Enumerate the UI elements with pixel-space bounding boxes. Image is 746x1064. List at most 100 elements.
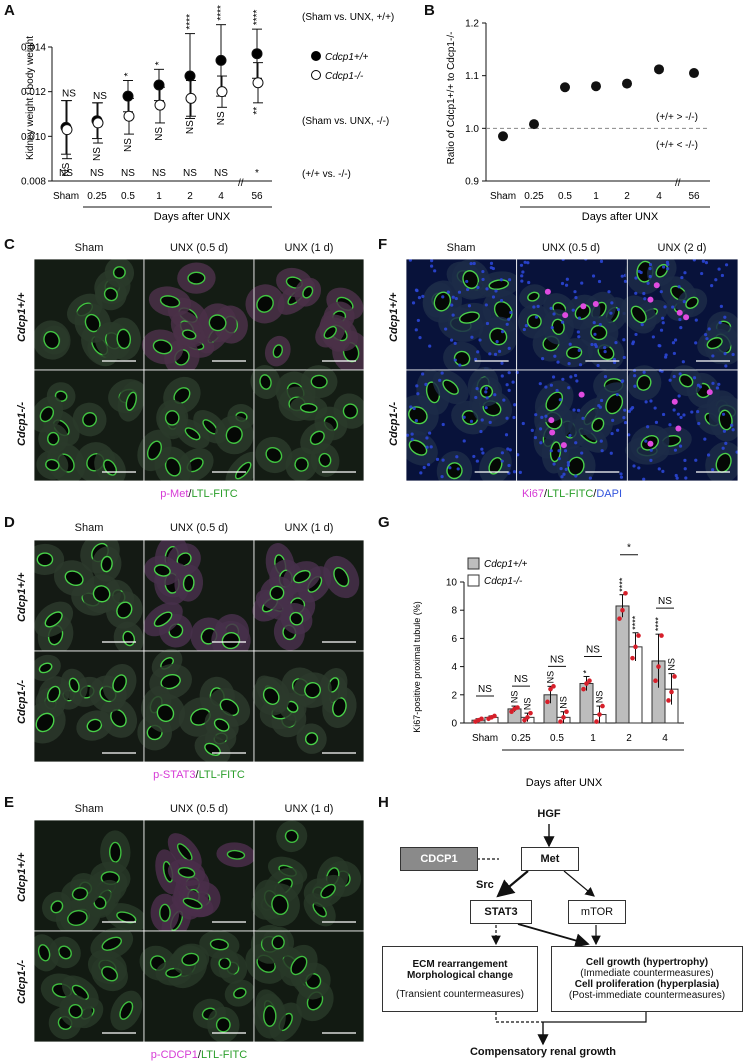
chart-a-sig-bottom: NS bbox=[152, 168, 166, 179]
nucleus bbox=[430, 259, 434, 263]
nucleus bbox=[549, 306, 553, 310]
ki67-nucleus bbox=[675, 425, 682, 432]
micrograph-tile-border bbox=[253, 650, 364, 762]
chart-a-point bbox=[215, 54, 227, 66]
tubule-lumen bbox=[116, 328, 132, 350]
nucleus bbox=[567, 386, 571, 390]
nucleus bbox=[684, 476, 688, 480]
chart-a-sig-mid: ** bbox=[252, 107, 263, 115]
nucleus bbox=[421, 372, 425, 376]
nucleus bbox=[640, 323, 644, 327]
nucleus bbox=[515, 370, 519, 375]
chart-a-xtick-label: 0.5 bbox=[121, 191, 135, 202]
nucleus bbox=[429, 445, 433, 449]
tubule-lumen bbox=[182, 897, 203, 910]
nucleus bbox=[465, 279, 469, 284]
nucleus bbox=[453, 358, 457, 362]
nucleus bbox=[488, 420, 492, 424]
tubule-lumen bbox=[262, 687, 280, 705]
tubule-lumen bbox=[271, 935, 285, 950]
chart-g-point bbox=[584, 681, 589, 686]
tubule-lumen bbox=[50, 900, 64, 914]
nucleus bbox=[634, 291, 638, 295]
nucleus bbox=[502, 398, 506, 402]
nucleus bbox=[507, 463, 511, 468]
tubule-lumen bbox=[332, 697, 347, 718]
nucleus bbox=[478, 338, 482, 342]
chart-g-sig-pair: NS bbox=[658, 596, 672, 607]
micrograph-tile-border bbox=[253, 930, 364, 1042]
chart-b-ytick-label: 1.0 bbox=[465, 124, 479, 135]
chart-g-point bbox=[623, 590, 628, 596]
nucleus bbox=[489, 266, 493, 270]
nucleus bbox=[553, 354, 557, 358]
micrograph-tile bbox=[516, 259, 629, 371]
nucleus bbox=[642, 370, 646, 374]
tubule-lumen bbox=[37, 944, 51, 962]
nucleus bbox=[414, 328, 418, 332]
nucleus bbox=[622, 355, 626, 360]
nucleus bbox=[682, 413, 686, 417]
chart-g-point bbox=[509, 709, 514, 715]
chart-a-sig-mid: NS bbox=[92, 147, 103, 161]
nucleus bbox=[469, 419, 474, 423]
tubule-lumen bbox=[84, 313, 101, 333]
chart-g-sig: **** bbox=[631, 615, 641, 630]
nucleus bbox=[505, 383, 509, 387]
panel-e-col-3: UNX (1 d) bbox=[284, 803, 334, 815]
micrograph-tile bbox=[515, 368, 635, 481]
panel-d-row-2: Cdcp1-/- bbox=[16, 680, 28, 724]
nucleus bbox=[612, 360, 617, 365]
nucleus bbox=[662, 265, 666, 269]
nucleus bbox=[588, 476, 592, 480]
micrograph-tile bbox=[245, 259, 364, 374]
chart-a-ylabel: Kidney weight / body weight bbox=[25, 36, 36, 160]
nucleus bbox=[481, 277, 485, 282]
tubule-lumen bbox=[103, 287, 118, 302]
nucleus bbox=[648, 274, 652, 279]
nucleus bbox=[623, 279, 628, 283]
nucleus bbox=[449, 338, 454, 342]
nucleus bbox=[629, 407, 633, 411]
nucleus bbox=[480, 418, 484, 422]
nucleus bbox=[574, 441, 578, 445]
nucleus bbox=[566, 460, 570, 465]
nucleus bbox=[493, 352, 498, 356]
tubule-lumen bbox=[272, 344, 284, 358]
chart-a-sig-bottom: NS bbox=[121, 168, 135, 179]
nucleus bbox=[619, 472, 623, 476]
nucleus bbox=[664, 355, 668, 359]
tubule-lumen bbox=[225, 425, 243, 444]
nucleus bbox=[666, 267, 670, 271]
chart-g-sig-pair: * bbox=[627, 543, 631, 554]
tubule-lumen bbox=[271, 894, 289, 916]
micrograph-tile bbox=[625, 365, 738, 481]
legend-g-label-ko: Cdcp1-/- bbox=[484, 576, 523, 587]
nucleus bbox=[457, 290, 462, 294]
nucleus bbox=[610, 301, 614, 305]
chart-g-point bbox=[630, 655, 635, 661]
nucleus bbox=[538, 427, 543, 431]
tubule-lumen bbox=[269, 585, 285, 601]
chart-g-sig-pair: NS bbox=[550, 654, 564, 665]
panel-e-col-1: Sham bbox=[74, 803, 104, 815]
panel-label-h: H bbox=[378, 794, 389, 811]
nucleus bbox=[711, 354, 715, 358]
nucleus bbox=[544, 414, 548, 418]
chart-g-sig: NS bbox=[559, 696, 569, 709]
nucleus bbox=[661, 321, 665, 325]
chart-g-sig: NS bbox=[546, 671, 556, 684]
legend-g-swatch-wt bbox=[467, 557, 480, 570]
nucleus bbox=[707, 327, 711, 331]
chart-b-xtick-label: 56 bbox=[688, 191, 700, 202]
nucleus bbox=[451, 295, 455, 299]
nucleus bbox=[648, 267, 652, 271]
micrograph-tile bbox=[139, 930, 255, 1042]
nucleus bbox=[683, 467, 687, 471]
nucleus bbox=[677, 285, 681, 289]
nucleus bbox=[509, 310, 513, 315]
tubule-lumen bbox=[442, 379, 459, 395]
nucleus bbox=[428, 344, 432, 348]
nucleus bbox=[422, 465, 426, 470]
node-ecm: ECM rearrangement Morphological change (… bbox=[382, 946, 538, 1012]
